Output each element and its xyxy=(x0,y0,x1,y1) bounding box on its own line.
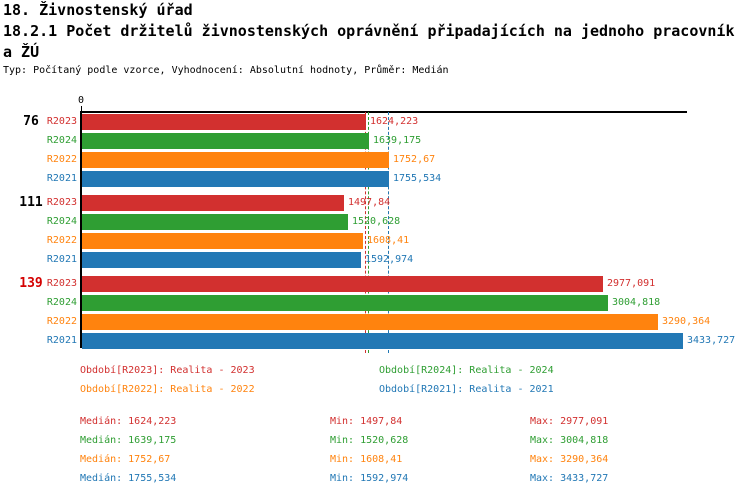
stat-min: Min: 1520,628 xyxy=(330,435,409,446)
stat-min: Min: 1497,84 xyxy=(330,416,403,427)
bar-value-label-R2024-group-111: 1520,628 xyxy=(352,216,401,227)
report-subtitle-line2: a ŽÚ xyxy=(3,43,40,61)
bar-value-label-R2022-group-111: 1608,41 xyxy=(367,235,410,246)
x-axis-origin-tick-label: 0 xyxy=(77,95,85,106)
legend-item: Období[R2022]: Realita - 2022 xyxy=(80,384,255,395)
bar-value-label-R2021-group-111: 1592,974 xyxy=(365,254,414,265)
median-line-R2021 xyxy=(388,112,389,353)
bar-R2023-group-139 xyxy=(82,276,603,292)
group-label-111: 111 xyxy=(19,195,43,210)
chart-meta-line: Typ: Počítaný podle vzorce, Vyhodnocení:… xyxy=(3,65,449,76)
bar-R2021-group-139 xyxy=(82,333,683,349)
series-row-label-R2021: R2021 xyxy=(46,335,77,346)
bar-R2024-group-111 xyxy=(82,214,348,230)
series-row-label-R2022: R2022 xyxy=(46,235,77,246)
bar-R2021-group-76 xyxy=(82,171,389,187)
bar-R2022-group-139 xyxy=(82,314,658,330)
series-row-label-R2024: R2024 xyxy=(46,135,77,146)
bar-R2024-group-76 xyxy=(82,133,369,149)
stat-median: Medián: 1624,223 xyxy=(80,416,177,427)
bar-value-label-R2024-group-76: 1639,175 xyxy=(373,135,422,146)
x-axis-origin-tick xyxy=(81,106,82,112)
stat-min: Min: 1608,41 xyxy=(330,454,403,465)
stat-median: Medián: 1755,534 xyxy=(80,473,177,484)
bar-R2021-group-111 xyxy=(82,252,361,268)
bar-R2023-group-76 xyxy=(82,114,366,130)
bar-R2024-group-139 xyxy=(82,295,608,311)
bar-R2022-group-76 xyxy=(82,152,389,168)
bar-value-label-R2023-group-76: 1624,223 xyxy=(370,116,419,127)
series-row-label-R2022: R2022 xyxy=(46,316,77,327)
legend-item: Období[R2024]: Realita - 2024 xyxy=(379,365,554,376)
bar-R2022-group-111 xyxy=(82,233,363,249)
bar-value-label-R2022-group-76: 1752,67 xyxy=(393,154,436,165)
stat-max: Max: 2977,091 xyxy=(530,416,609,427)
median-line-R2024 xyxy=(368,112,369,353)
series-row-label-R2024: R2024 xyxy=(46,216,77,227)
bar-value-label-R2023-group-111: 1497,84 xyxy=(348,197,391,208)
group-label-76: 76 xyxy=(23,114,39,129)
series-row-label-R2021: R2021 xyxy=(46,254,77,265)
bar-value-label-R2022-group-139: 3290,364 xyxy=(662,316,711,327)
y-axis-line xyxy=(80,111,82,348)
stat-median: Medián: 1639,175 xyxy=(80,435,177,446)
series-row-label-R2023: R2023 xyxy=(46,278,77,289)
legend-item: Období[R2021]: Realita - 2021 xyxy=(379,384,554,395)
stat-min: Min: 1592,974 xyxy=(330,473,409,484)
series-row-label-R2022: R2022 xyxy=(46,154,77,165)
bar-value-label-R2021-group-139: 3433,727 xyxy=(687,335,736,346)
report-subtitle-line1: 18.2.1 Počet držitelů živnostenských opr… xyxy=(3,22,735,40)
median-line-R2023 xyxy=(365,112,366,353)
legend-item: Období[R2023]: Realita - 2023 xyxy=(80,365,255,376)
bar-value-label-R2021-group-76: 1755,534 xyxy=(393,173,442,184)
bar-value-label-R2024-group-139: 3004,818 xyxy=(612,297,661,308)
series-row-label-R2023: R2023 xyxy=(46,197,77,208)
series-row-label-R2021: R2021 xyxy=(46,173,77,184)
report-title: 18. Živnostenský úřad xyxy=(3,1,193,19)
series-row-label-R2024: R2024 xyxy=(46,297,77,308)
stat-median: Medián: 1752,67 xyxy=(80,454,171,465)
bar-R2023-group-111 xyxy=(82,195,344,211)
bar-value-label-R2023-group-139: 2977,091 xyxy=(607,278,656,289)
stat-max: Max: 3290,364 xyxy=(530,454,609,465)
x-axis-line xyxy=(80,111,687,113)
stat-max: Max: 3433,727 xyxy=(530,473,609,484)
series-row-label-R2023: R2023 xyxy=(46,116,77,127)
group-label-139: 139 xyxy=(19,276,43,291)
stat-max: Max: 3004,818 xyxy=(530,435,609,446)
